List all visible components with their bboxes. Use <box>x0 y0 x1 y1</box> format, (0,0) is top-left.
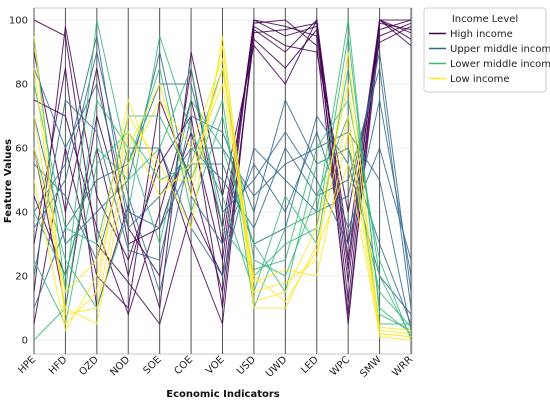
x-tick-label: HFD <box>47 354 70 377</box>
x-tick-label: SOE <box>141 354 163 376</box>
y-tick-label: 80 <box>15 80 28 91</box>
series-line-high-income <box>33 19 412 283</box>
series-line-lower-middle-income <box>33 19 412 331</box>
x-tick-label: USD <box>235 354 258 377</box>
x-tick-label: WPC <box>328 354 352 378</box>
series-line-lower-middle-income <box>33 19 412 334</box>
x-tick-label: VOE <box>204 354 227 377</box>
legend-title: Income Level <box>452 14 518 25</box>
legend-label: Low income <box>450 74 510 85</box>
series-line-upper-middle-income <box>33 51 412 261</box>
series-line-upper-middle-income <box>33 35 412 309</box>
series-line-upper-middle-income <box>33 83 412 309</box>
x-tick-label: UWD <box>264 354 290 380</box>
y-tick-label: 100 <box>9 16 28 27</box>
y-axis-title: Feature Values <box>3 139 14 223</box>
series-line-low-income <box>33 82 412 341</box>
legend: Income Level High income Upper middle inc… <box>423 7 550 93</box>
x-tick-label: HPE <box>16 354 38 376</box>
y-tick-label: 60 <box>15 144 28 155</box>
series-line-lower-middle-income <box>33 66 412 341</box>
legend-label: High income <box>450 29 513 40</box>
x-tick-label: SMW <box>358 354 383 379</box>
x-tick-label: LED <box>299 354 321 376</box>
x-axis-title: Economic Indicators <box>166 389 280 400</box>
legend-items: High income Upper middle income Lower midd… <box>429 29 550 85</box>
y-tick-label: 0 <box>22 336 28 347</box>
x-tick-labels: HPE HFD OZD NOD SOE COE VOE USD UWD LED WPC SMW WRR <box>16 354 415 380</box>
series-line-low-income <box>33 35 412 338</box>
x-tick-label: WRR <box>391 354 416 379</box>
series-line-low-income <box>33 58 412 335</box>
legend-frame <box>423 7 547 93</box>
y-tick-labels: 0 20 40 60 80 100 <box>9 16 28 347</box>
series-lines <box>33 18 412 341</box>
series-line-low-income <box>33 45 412 331</box>
series-line-high-income <box>33 18 412 309</box>
y-tick-label: 20 <box>15 272 28 283</box>
legend-label: Lower middle income <box>450 59 550 70</box>
series-line-lower-middle-income <box>33 98 412 341</box>
x-tick-label: OZD <box>77 354 101 378</box>
series-line-low-income <box>33 67 412 338</box>
legend-label: Upper middle income <box>450 44 550 55</box>
x-tick-label: NOD <box>108 354 132 378</box>
x-tick-label: COE <box>172 354 195 377</box>
y-tick-label: 40 <box>15 208 28 219</box>
